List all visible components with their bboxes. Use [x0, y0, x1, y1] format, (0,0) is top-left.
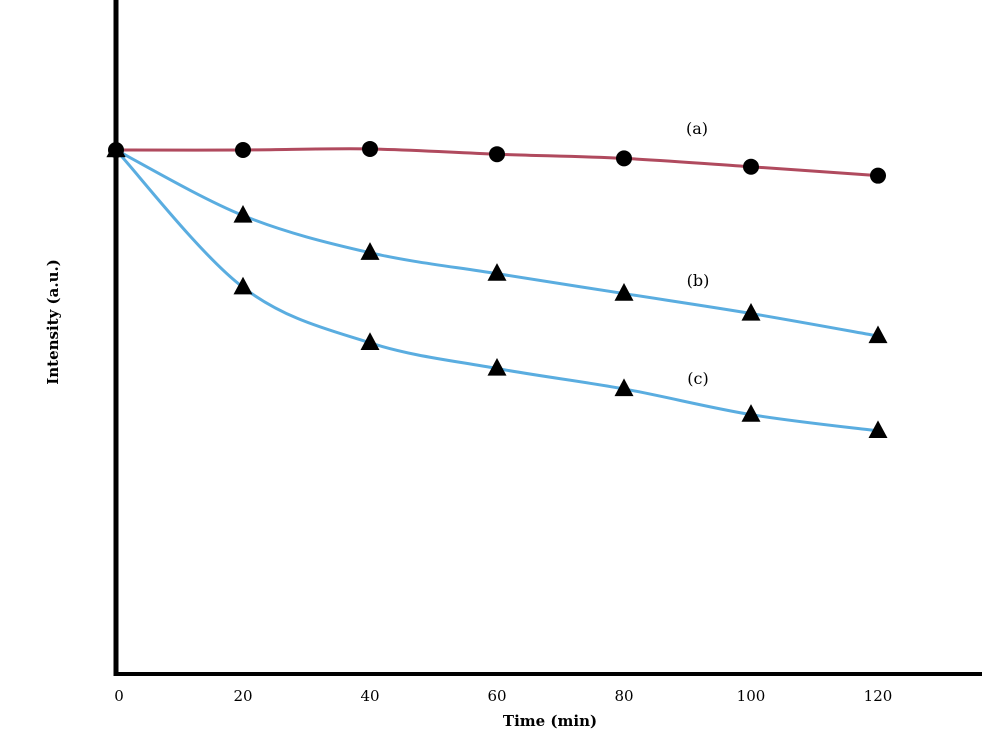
x-axis-title: Time (min) — [503, 712, 597, 730]
data-point-triangle — [868, 325, 888, 344]
data-point-triangle — [487, 357, 507, 376]
series-line — [114, 148, 879, 433]
x-tick-label: 40 — [360, 687, 379, 705]
data-point-circle — [616, 150, 632, 167]
x-tick-label: 80 — [614, 687, 633, 705]
x-tick-label: 120 — [864, 687, 893, 705]
data-point-triangle — [868, 420, 888, 439]
data-point-triangle — [360, 242, 380, 260]
data-point-triangle — [614, 378, 634, 397]
data-point-circle — [870, 167, 886, 184]
x-tick-label: 100 — [737, 687, 766, 705]
data-point-circle — [743, 158, 759, 175]
data-point-triangle — [233, 204, 253, 223]
series-labels: (a) (b) (c) — [686, 119, 709, 388]
data-point-triangle — [741, 404, 761, 422]
data-point-triangle — [233, 276, 253, 295]
series-line — [115, 148, 879, 338]
x-tick-label: 60 — [487, 687, 506, 705]
series-layer — [106, 139, 888, 439]
data-point-triangle — [487, 263, 507, 281]
data-point-triangle — [360, 332, 380, 350]
y-axis-title: Intensity (a.u.) — [44, 259, 62, 385]
axes-layer — [113, 0, 982, 676]
series-label: (c) — [687, 369, 708, 388]
data-point-triangle — [741, 302, 761, 321]
data-point-triangle — [614, 283, 634, 301]
series-label: (a) — [686, 119, 708, 138]
series-label: (b) — [687, 271, 710, 290]
x-tick-labels: 0 20 40 60 80 100 120 — [114, 687, 892, 705]
data-point-circle — [489, 146, 505, 163]
x-tick-label: 0 — [114, 687, 124, 705]
data-point-circle — [362, 140, 378, 157]
x-tick-label: 20 — [233, 687, 252, 705]
data-point-circle — [235, 142, 251, 158]
